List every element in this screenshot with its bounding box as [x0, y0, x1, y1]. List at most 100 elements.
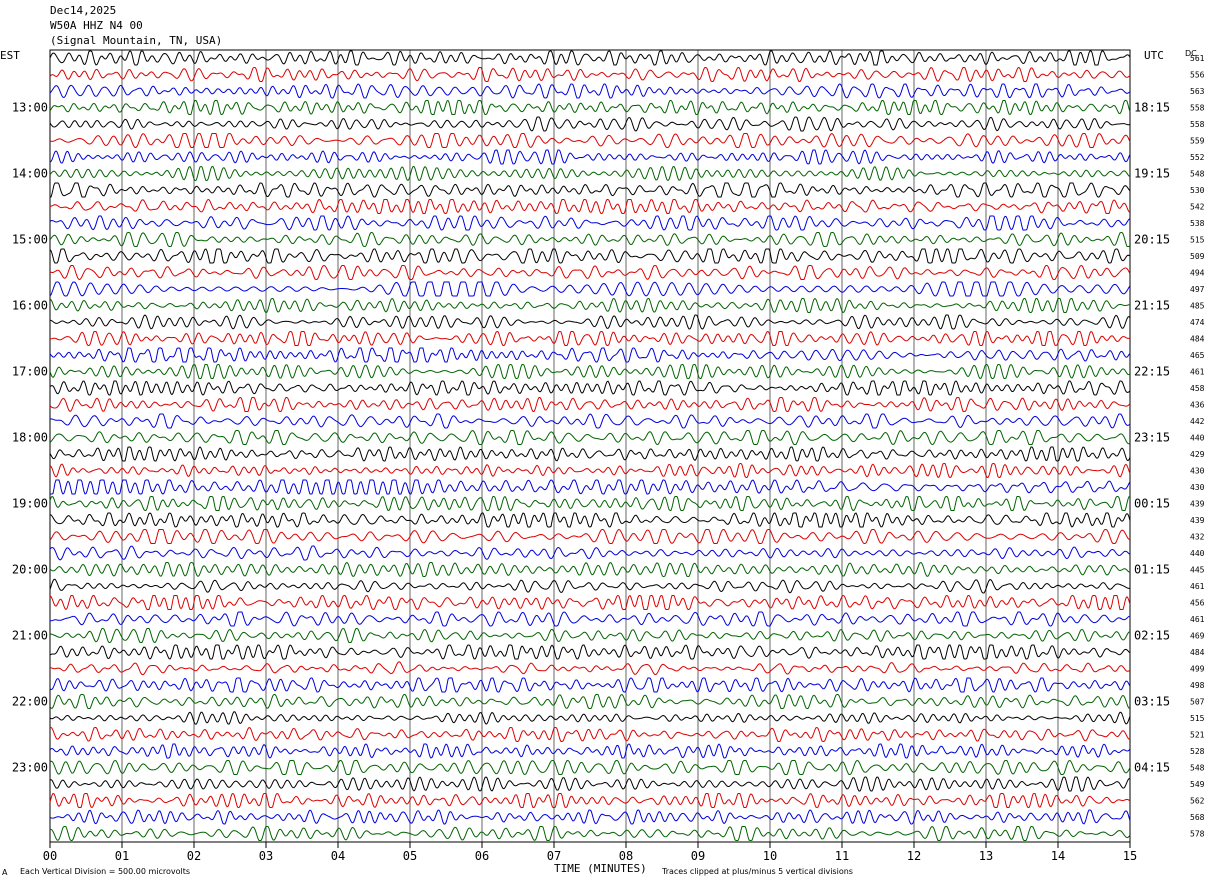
- left-hour-label: 13:00: [12, 101, 48, 115]
- dc-offset-label: 507: [1190, 698, 1205, 707]
- x-tick-label: 02: [187, 849, 201, 863]
- dc-offset-label: 445: [1190, 566, 1205, 575]
- left-hour-label: 19:00: [12, 497, 48, 511]
- x-tick-label: 07: [547, 849, 561, 863]
- trace-row-10: [49, 215, 1131, 231]
- trace-row-32: [49, 578, 1131, 594]
- trace-row-36: [49, 644, 1131, 660]
- x-tick-label: 10: [763, 849, 777, 863]
- trace-row-28: [49, 512, 1131, 528]
- right-hour-label: 04:15: [1134, 761, 1170, 775]
- dc-offset-label: 530: [1190, 186, 1205, 195]
- trace-row-30: [49, 545, 1131, 561]
- x-tick-label: 14: [1051, 849, 1065, 863]
- dc-offset-label: 549: [1190, 780, 1205, 789]
- right-hour-label: 21:15: [1134, 299, 1170, 313]
- trace-row-44: [49, 776, 1131, 792]
- dc-offset-label: 552: [1190, 153, 1205, 162]
- trace-row-26: [50, 479, 1131, 495]
- x-tick-label: 04: [331, 849, 345, 863]
- trace-row-14: [49, 281, 1131, 297]
- right-hour-label: 00:15: [1134, 497, 1170, 511]
- x-tick-label: 00: [43, 849, 57, 863]
- x-tick-label: 09: [691, 849, 705, 863]
- date-label: Dec14,2025: [50, 4, 117, 17]
- right-hour-label: 22:15: [1134, 365, 1170, 379]
- dc-offset-label: 465: [1190, 351, 1205, 360]
- dc-offset-label: 461: [1190, 368, 1205, 377]
- plot-frame: [49, 49, 1131, 843]
- corner-mark: A: [2, 868, 8, 877]
- trace-row-27: [49, 495, 1131, 512]
- trace-row-40: [49, 711, 1131, 725]
- left-hour-label: 14:00: [12, 167, 48, 181]
- trace-row-13: [49, 264, 1131, 281]
- left-hour-label: 23:00: [12, 761, 48, 775]
- right-timezone-label: UTC: [1144, 49, 1164, 62]
- dc-label: DC: [1185, 49, 1197, 58]
- dc-offset-label: 494: [1190, 269, 1205, 278]
- trace-row-19: [49, 363, 1131, 380]
- left-hour-label: 20:00: [12, 563, 48, 577]
- trace-row-9: [49, 198, 1131, 214]
- trace-row-6: [49, 149, 1131, 165]
- trace-row-22: [49, 413, 1131, 429]
- dc-offset-label: 440: [1190, 549, 1205, 558]
- dc-offset-label: 497: [1190, 285, 1205, 294]
- right-hour-label: 19:15: [1134, 167, 1170, 181]
- dc-offset-label: 528: [1190, 747, 1205, 756]
- dc-offset-label: 461: [1190, 615, 1205, 624]
- trace-row-20: [49, 380, 1131, 396]
- dc-offset-label: 484: [1190, 648, 1205, 657]
- location-label: (Signal Mountain, TN, USA): [50, 34, 223, 47]
- dc-offset-label: 436: [1190, 401, 1205, 410]
- trace-row-15: [49, 297, 1131, 314]
- dc-offset-label: 430: [1190, 483, 1205, 492]
- dc-offset-label: 439: [1190, 516, 1205, 525]
- dc-offset-label: 499: [1190, 665, 1205, 674]
- trace-row-7: [49, 165, 1131, 182]
- dc-offset-label: 458: [1190, 384, 1205, 393]
- dc-offset-label: 558: [1190, 104, 1205, 113]
- dc-offset-label: 456: [1190, 599, 1205, 608]
- trace-row-25: [49, 463, 1131, 479]
- trace-row-12: [49, 248, 1131, 264]
- trace-row-24: [49, 446, 1131, 462]
- trace-row-42: [49, 743, 1131, 759]
- trace-row-0: [49, 50, 1131, 66]
- dc-offset-label: 563: [1190, 87, 1205, 96]
- dc-offset-label: 548: [1190, 170, 1205, 179]
- dc-offset-label: 429: [1190, 450, 1205, 459]
- right-hour-label: 23:15: [1134, 431, 1170, 445]
- dc-offset-label: 498: [1190, 681, 1205, 690]
- x-axis-label: TIME (MINUTES): [554, 862, 647, 875]
- dc-offset-label: 578: [1190, 830, 1205, 839]
- dc-offset-label: 558: [1190, 120, 1205, 129]
- station-label: W50A HHZ N4 00: [50, 19, 143, 32]
- trace-row-8: [50, 182, 1131, 198]
- trace-row-4: [49, 116, 1131, 132]
- right-hour-label: 18:15: [1134, 101, 1170, 115]
- x-tick-label: 15: [1123, 849, 1137, 863]
- dc-offset-label: 561: [1190, 54, 1205, 63]
- left-hour-label: 16:00: [12, 299, 48, 313]
- dc-offset-label: 548: [1190, 764, 1205, 773]
- right-hour-label: 01:15: [1134, 563, 1170, 577]
- dc-offset-label: 542: [1190, 203, 1205, 212]
- dc-offset-label: 440: [1190, 434, 1205, 443]
- clip-note: Traces clipped at plus/minus 5 vertical …: [662, 867, 853, 876]
- dc-offset-label: 515: [1190, 714, 1205, 723]
- left-timezone-label: EST: [0, 49, 20, 62]
- trace-row-47: [49, 825, 1131, 841]
- dc-offset-label: 568: [1190, 813, 1205, 822]
- dc-offset-label: 474: [1190, 318, 1205, 327]
- dc-offset-label: 538: [1190, 219, 1205, 228]
- trace-row-16: [49, 314, 1131, 330]
- dc-offset-label: 515: [1190, 236, 1205, 245]
- dc-offset-label: 559: [1190, 137, 1205, 146]
- dc-offset-label: 485: [1190, 302, 1205, 311]
- dc-offset-label: 461: [1190, 582, 1205, 591]
- trace-row-45: [49, 792, 1131, 809]
- dc-offset-label: 439: [1190, 500, 1205, 509]
